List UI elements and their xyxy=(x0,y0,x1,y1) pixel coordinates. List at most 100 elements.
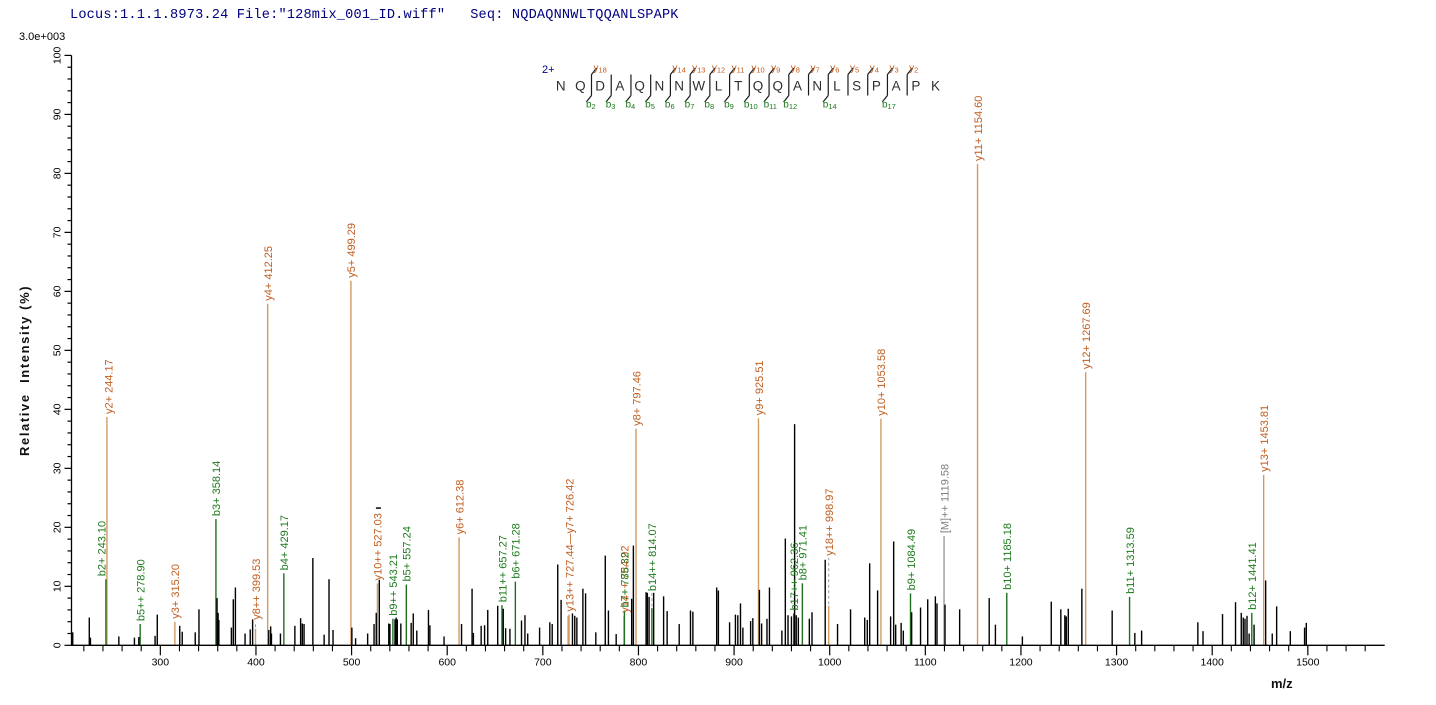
residue-5: Q xyxy=(634,79,645,94)
peaks xyxy=(72,163,1307,646)
ladder-label-y14: y14 xyxy=(672,63,685,75)
cleavage-mark xyxy=(585,67,598,103)
ladder-label-y12: y12 xyxy=(712,63,725,75)
cleavage-mark xyxy=(664,67,677,103)
peak-label: y13+ 1453.81 xyxy=(1259,405,1271,472)
residue-8: W xyxy=(692,79,705,94)
peak-label: y11+ 1154.60 xyxy=(973,96,985,161)
y-tick-label: 0 xyxy=(52,642,64,648)
cleavage-mark xyxy=(625,74,632,103)
ladder-label-y6: y6 xyxy=(830,63,839,75)
residue-17: P xyxy=(872,79,881,94)
peak-label: b9+ 1084.49 xyxy=(906,529,918,590)
ladder-label-b10: b10 xyxy=(744,100,758,112)
y-tick-label: 90 xyxy=(52,108,64,120)
peak-label: b3+ 358.14 xyxy=(211,461,223,516)
peak-label: b9++ 543.21 xyxy=(388,554,400,616)
ladder-label-b3: b3 xyxy=(606,100,616,112)
peak-label: y5+ 499.29 xyxy=(346,223,358,278)
peak-label: b14++ 814.07 xyxy=(647,523,659,591)
cleavage-mark xyxy=(867,67,874,96)
peak-label: [M]++ 1119.58 xyxy=(939,464,951,533)
axes: 0 10 20 30 40 50 60 70 80 90 100 300 400 500 600 700 800… xyxy=(52,46,1385,668)
peak-label: y2+ 244.17 xyxy=(104,359,116,414)
cleavage-mark xyxy=(906,67,913,96)
residue-12: Q xyxy=(772,79,783,94)
y-tick-label: 70 xyxy=(52,226,64,238)
x-tick-label: 900 xyxy=(725,656,743,668)
y-tick-label: 30 xyxy=(52,462,64,474)
residue-13: A xyxy=(793,79,802,94)
cleavage-mark xyxy=(645,74,652,103)
cleavage-mark xyxy=(684,67,696,103)
peak-label: y6+ 612.38 xyxy=(454,480,466,535)
ladder-label-y13: y13 xyxy=(692,63,705,75)
ladder-label-y8: y8 xyxy=(791,63,800,75)
residue-9: L xyxy=(715,79,723,94)
cleavage-mark xyxy=(847,67,854,96)
peak-label: y9+ 925.51 xyxy=(754,360,766,415)
peak-label: b11++ 657.27 xyxy=(497,535,509,602)
residue-3: D xyxy=(595,79,605,94)
cleavage-mark xyxy=(743,67,756,103)
locus-file-seq-header: Locus:1.1.1.8973.24 File:"128mix_001_ID.… xyxy=(70,8,679,23)
ladder-label-y4: y4 xyxy=(870,63,879,75)
x-tick-label: 800 xyxy=(630,656,648,668)
peak-label: b12+ 1441.41 xyxy=(1247,542,1259,610)
ladder-label-b14: b14 xyxy=(823,100,837,112)
x-tick-label: 1200 xyxy=(1009,656,1033,668)
peak-label: b5+ 557.24 xyxy=(402,526,414,581)
y-tick-label: 60 xyxy=(52,285,64,297)
residue-2: Q xyxy=(575,79,586,94)
peak-label: b7+ 785.32 xyxy=(620,552,632,607)
x-tick-label: 1500 xyxy=(1296,656,1320,668)
x-tick-label: 300 xyxy=(152,656,170,668)
y-tick-label: 20 xyxy=(52,521,64,533)
cleavage-mark xyxy=(763,67,775,103)
ladder-label-y3: y3 xyxy=(889,63,898,75)
ladder-label-b2: b2 xyxy=(586,100,596,112)
peak-label: y8++ 399.53 xyxy=(251,559,263,620)
x-axis-title: m/z xyxy=(1271,676,1293,691)
peak-label: b5++ 278.90 xyxy=(135,559,147,621)
residue-18: A xyxy=(892,79,901,94)
ladder-label-y9: y9 xyxy=(771,63,780,75)
y-tick-label: 40 xyxy=(52,403,64,415)
peak-label: b10+ 1185.18 xyxy=(1002,523,1014,590)
ladder-label-b5: b5 xyxy=(645,100,655,112)
peak-label: b2+ 243.10 xyxy=(97,521,109,576)
cleavage-mark xyxy=(783,67,795,103)
ladder-label-b4: b4 xyxy=(625,100,635,112)
ladder-label-y18: y18 xyxy=(593,63,606,75)
ladder-label-b7: b7 xyxy=(685,100,695,112)
x-tick-label: 1300 xyxy=(1105,656,1129,668)
precursor-charge-label: 2+ xyxy=(542,64,555,76)
residue-10: T xyxy=(734,79,742,94)
ladder-label-b17: b17 xyxy=(882,100,896,112)
y-tick-label: 50 xyxy=(52,344,64,356)
cleavage-mark xyxy=(881,67,894,103)
ladder-label-b11: b11 xyxy=(764,100,777,112)
peak-label: y10+ 1053.58 xyxy=(876,349,888,416)
residue-14: N xyxy=(812,79,822,94)
peak-label: b17++ 962.36 xyxy=(789,543,801,611)
cleavage-mark xyxy=(723,67,736,103)
x-tick-label: 600 xyxy=(438,656,456,668)
peak-label: b11+ 1313.59 xyxy=(1125,527,1137,594)
cleavage-mark xyxy=(822,67,834,103)
residue-7: N xyxy=(674,79,684,94)
peak-label: y13++ 727.44—y7+ 726.42 xyxy=(564,479,576,612)
ladder-label-b8: b8 xyxy=(704,100,714,112)
peak-label: y4+ 412.25 xyxy=(263,246,275,301)
x-tick-label: 400 xyxy=(247,656,265,668)
y-tick-label: 80 xyxy=(52,167,64,179)
ladder-label-b12: b12 xyxy=(783,100,797,112)
x-tick-label: 500 xyxy=(343,656,361,668)
x-tick-label: 1400 xyxy=(1201,656,1225,668)
residue-6: N xyxy=(654,79,664,94)
ladder-label-y5: y5 xyxy=(850,63,859,75)
residue-11: Q xyxy=(753,79,764,94)
